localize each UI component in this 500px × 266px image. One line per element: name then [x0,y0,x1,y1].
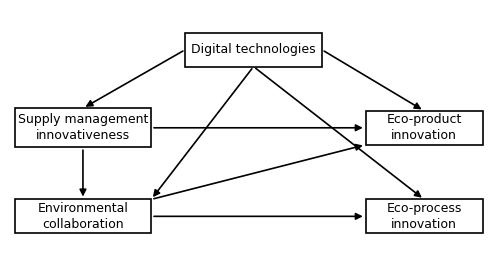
FancyBboxPatch shape [14,108,151,147]
Text: Supply management
innovativeness: Supply management innovativeness [18,113,148,142]
Text: Environmental
collaboration: Environmental collaboration [38,202,128,231]
Text: Eco-product
innovation: Eco-product innovation [386,113,462,142]
Text: Eco-process
innovation: Eco-process innovation [386,202,462,231]
FancyBboxPatch shape [366,111,482,145]
FancyBboxPatch shape [186,33,322,66]
Text: Digital technologies: Digital technologies [191,43,316,56]
FancyBboxPatch shape [14,200,151,233]
FancyBboxPatch shape [366,200,482,233]
